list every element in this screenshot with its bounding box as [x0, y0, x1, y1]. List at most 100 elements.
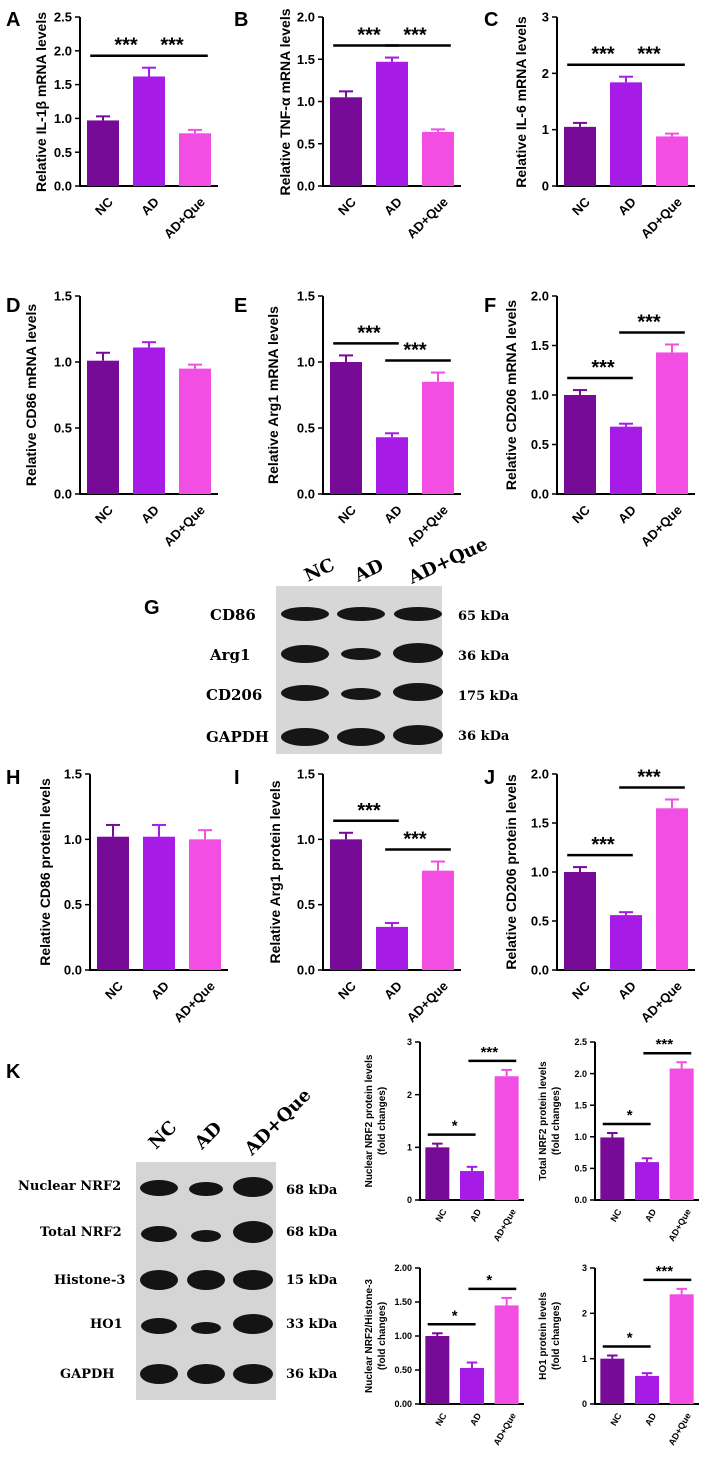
y-tick-label: 2.0 [297, 10, 315, 25]
x-tick-label: AD+Que [171, 978, 218, 1025]
x-tick-label: NC [335, 502, 359, 526]
y-tick-label: 1.0 [297, 355, 315, 370]
y-tick-label: 1.00 [394, 1331, 412, 1341]
y-tick-label: 2.0 [531, 767, 549, 782]
x-tick-label: NC [92, 194, 116, 218]
y-tick-label: 2.0 [531, 289, 549, 304]
blot-g-kda-cd206: 175 kDa [458, 689, 519, 704]
x-tick-label: AD+Que [491, 1411, 518, 1447]
y-tick-label: 1 [542, 122, 549, 137]
bar-nc [97, 836, 129, 970]
x-tick-label: NC [433, 1411, 448, 1428]
y-axis-label: Relative TNF-α mRNA levels [277, 8, 293, 195]
significance-label: *** [591, 357, 615, 379]
x-tick-label: NC [569, 502, 593, 526]
band [281, 728, 329, 746]
x-tick-label: AD+Que [666, 1411, 693, 1447]
y-tick-label: 0.5 [531, 437, 549, 452]
x-tick-label: AD [615, 194, 639, 218]
bar-ad [376, 437, 408, 494]
band [341, 688, 381, 700]
bar-nc [600, 1358, 625, 1404]
y-tick-label: 0 [582, 1399, 587, 1409]
blot-g-row-cd86: CD86 [210, 606, 256, 624]
y-tick-label: 1.0 [54, 355, 72, 370]
x-tick-label: NC [608, 1207, 623, 1224]
x-tick-label: AD+Que [161, 502, 208, 549]
bar-nc [330, 362, 362, 494]
band [140, 1180, 178, 1196]
significance-label: *** [591, 834, 615, 856]
x-tick-label: AD [468, 1411, 483, 1428]
bar-ad-que [179, 133, 211, 186]
chart-k3: 0.00 0.50 1.00 1.50 2.00 NC AD AD+Que * * Nuclear … [364, 1263, 524, 1447]
band [281, 685, 329, 701]
blot-k-kda-total-nrf2: 68 kDa [286, 1225, 338, 1240]
y-tick-label: 0.00 [394, 1399, 412, 1409]
y-axis-label: HO1 protein levels [538, 1292, 549, 1380]
y-tick-label: 0.5 [297, 136, 315, 151]
bar-ad-que [494, 1076, 519, 1200]
x-tick-label: NC [569, 978, 593, 1002]
western-blot-g: NC AD AD+Que CD86 Arg1 CD206 GAPDH 65 kD… [206, 534, 519, 754]
y-tick-label: 1.0 [574, 1132, 587, 1142]
band [141, 1226, 177, 1242]
significance-label: *** [591, 44, 615, 66]
bar-ad [376, 926, 408, 970]
x-tick-label: NC [335, 978, 359, 1002]
x-tick-label: NC [335, 194, 359, 218]
bar-nc [564, 126, 596, 186]
bar-ad [460, 1171, 484, 1200]
band [337, 728, 385, 746]
y-tick-label: 0.5 [54, 145, 72, 160]
y-axis-label: Nuclear NRF2/Histone-3 [364, 1279, 375, 1393]
band [189, 1182, 223, 1196]
y-axis-label: Nuclear NRF2 protein levels [364, 1054, 375, 1187]
y-axis-label: Relative CD206 protein levels [503, 774, 519, 970]
significance-label: *** [656, 1263, 674, 1280]
y-tick-label: 2.0 [574, 1069, 587, 1079]
blot-g-row-cd206: CD206 [206, 686, 262, 704]
blot-g-kda-arg1: 36 kDa [458, 649, 510, 664]
band [140, 1270, 178, 1290]
bar-nc [600, 1137, 625, 1200]
y-tick-label: 0.5 [574, 1164, 587, 1174]
significance-label: * [627, 1107, 633, 1124]
y-axis-label: Relative CD86 protein levels [37, 778, 53, 966]
x-tick-label: AD [138, 194, 162, 218]
y-tick-label: 2 [582, 1308, 587, 1318]
band [233, 1221, 273, 1243]
y-tick-label: 1.5 [64, 767, 82, 782]
blot-k-lane-nc: NC [145, 1117, 182, 1154]
blot-g-kda-cd86: 65 kDa [458, 609, 510, 624]
y-tick-label: 0.5 [54, 421, 72, 436]
panel-label-h: H [6, 767, 20, 789]
blot-g-lane-ad: AD [350, 555, 387, 587]
y-tick-label: 0.0 [297, 963, 315, 978]
bar-ad [133, 76, 165, 186]
significance-label: * [452, 1118, 458, 1135]
y-tick-label: 0.0 [297, 179, 315, 194]
y-tick-label: 0.0 [531, 963, 549, 978]
y-tick-label: 3 [407, 1037, 412, 1047]
x-tick-label: AD+Que [638, 978, 685, 1025]
y-axis-label: (fold changes) [377, 1302, 388, 1370]
significance-label: *** [403, 25, 427, 47]
y-axis-label: Relative CD206 mRNA levels [503, 300, 519, 490]
panel-label-j: J [484, 767, 495, 789]
blot-k-kda-histone3: 15 kDa [286, 1273, 338, 1288]
y-tick-label: 1.5 [54, 77, 72, 92]
panel-label-b: B [234, 9, 248, 31]
x-tick-label: AD+Que [638, 194, 685, 241]
y-tick-label: 0.0 [64, 963, 82, 978]
x-tick-label: AD+Que [404, 194, 451, 241]
band [394, 607, 442, 621]
significance-label: *** [656, 1036, 674, 1053]
blot-k-kda-gapdh: 36 kDa [286, 1367, 338, 1382]
y-tick-label: 1.5 [297, 52, 315, 67]
y-tick-label: 2.0 [54, 43, 72, 58]
y-tick-label: 1.50 [394, 1297, 412, 1307]
